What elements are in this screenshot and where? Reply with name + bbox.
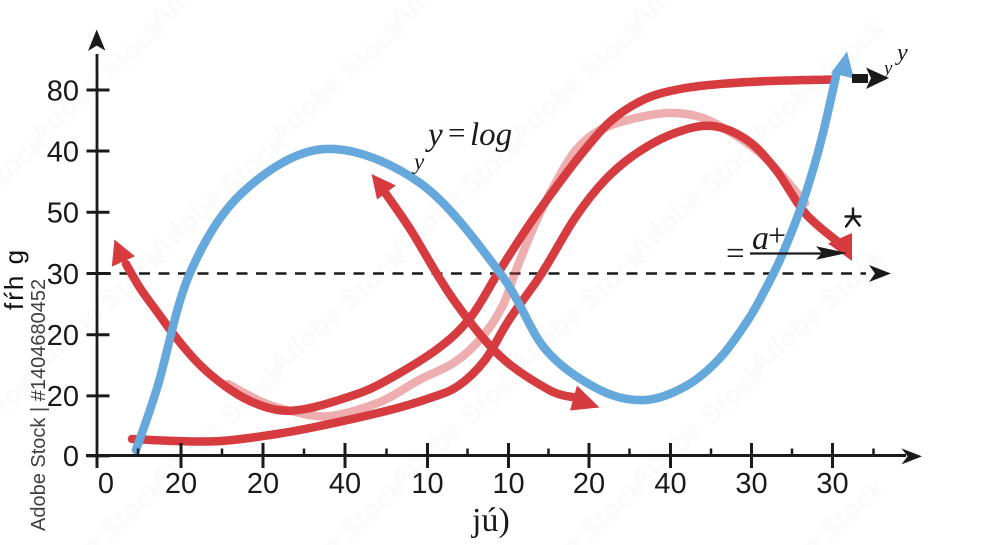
svg-text:Adobe Stock: Adobe Stock xyxy=(263,242,411,380)
svg-text:Adobe Stock: Adobe Stock xyxy=(503,12,651,150)
svg-text:40: 40 xyxy=(654,468,686,500)
svg-text:Adobe Stock: Adobe Stock xyxy=(743,242,891,380)
svg-text:fŕh g: fŕh g xyxy=(0,248,29,310)
svg-text:40: 40 xyxy=(47,136,79,168)
svg-text:log: log xyxy=(470,117,512,153)
svg-text:20: 20 xyxy=(165,468,197,500)
svg-text:80: 80 xyxy=(47,75,79,107)
svg-text:40: 40 xyxy=(329,468,361,500)
svg-text:50: 50 xyxy=(47,198,79,230)
svg-text:a: a xyxy=(752,220,769,257)
svg-text:30: 30 xyxy=(47,259,79,291)
svg-text:20: 20 xyxy=(573,468,605,500)
svg-text:Adobe Stock | #1404680452: Adobe Stock | #1404680452 xyxy=(28,279,50,531)
svg-text:20: 20 xyxy=(247,468,279,500)
svg-text:y: y xyxy=(425,117,443,153)
svg-text:30: 30 xyxy=(816,468,848,500)
svg-text:Adobe Stock: Adobe Stock xyxy=(143,127,291,265)
svg-text:20: 20 xyxy=(47,320,79,352)
svg-text:Adobe Stock: Adobe Stock xyxy=(0,0,52,34)
svg-text:y: y xyxy=(412,149,425,174)
svg-text:+: + xyxy=(768,217,786,253)
svg-text:10: 10 xyxy=(411,468,443,500)
svg-text:30: 30 xyxy=(735,468,767,500)
svg-text:10: 10 xyxy=(492,468,524,500)
svg-text:jú): jú) xyxy=(471,502,510,539)
svg-text:Adobe Stock: Adobe Stock xyxy=(0,127,52,265)
svg-text:=: = xyxy=(726,236,745,272)
svg-text:0: 0 xyxy=(63,441,79,473)
svg-text:y: y xyxy=(882,58,893,79)
svg-text:20: 20 xyxy=(47,381,79,413)
svg-text:0: 0 xyxy=(98,468,114,500)
svg-text:=: = xyxy=(448,115,465,150)
svg-text:y: y xyxy=(895,40,908,66)
svg-text:Adobe Stock: Adobe Stock xyxy=(263,12,411,150)
